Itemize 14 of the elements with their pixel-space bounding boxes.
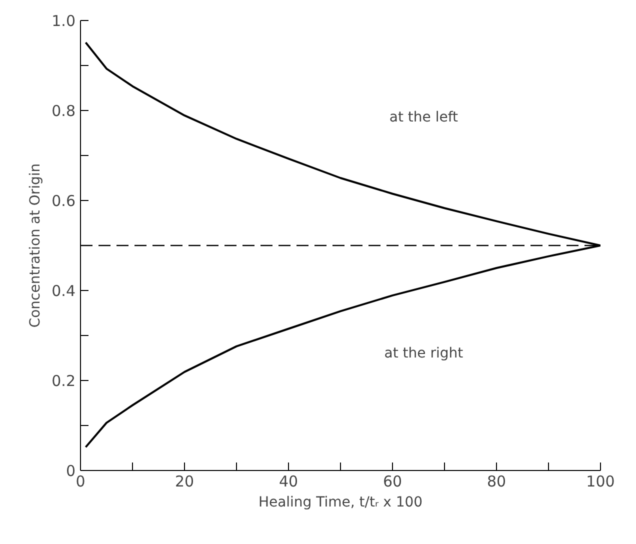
y-tick-label: 0.2: [52, 372, 76, 390]
y-tick-label: 0.8: [52, 102, 76, 120]
x-tick-label: 60: [382, 472, 402, 490]
annotation: at the right: [384, 346, 464, 362]
x-tick-label: 40: [278, 472, 298, 490]
y-axis-title: Concentration at Origin: [28, 163, 44, 328]
x-tick-label: 80: [486, 472, 506, 490]
x-tick-label: 100: [586, 472, 615, 490]
y-tick-label: 0.4: [52, 282, 76, 300]
y-tick-label: 0.6: [52, 192, 76, 210]
y-tick-label: 1.0: [52, 12, 76, 30]
x-tick-label: 20: [174, 472, 194, 490]
x-axis-title: Healing Time, t/tᵣ x 100: [258, 494, 423, 510]
annotation: at the left: [389, 110, 459, 126]
